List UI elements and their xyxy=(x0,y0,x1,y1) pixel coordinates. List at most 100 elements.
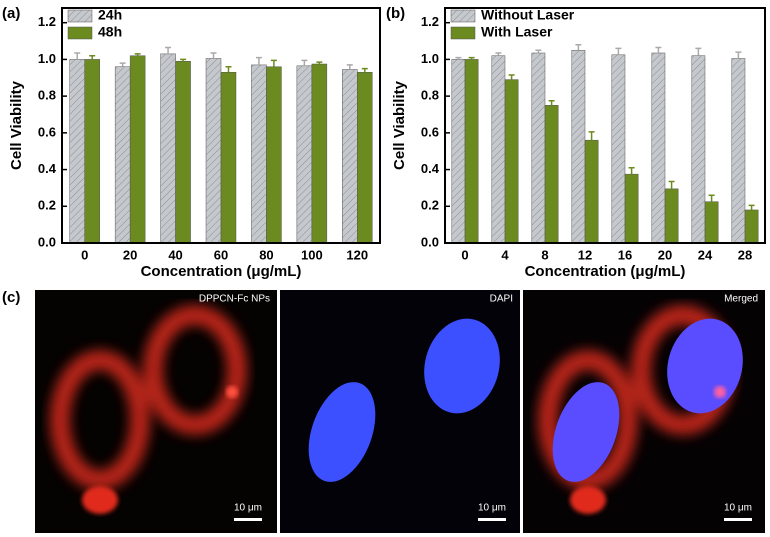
bar xyxy=(624,173,639,244)
error-bar xyxy=(708,194,715,202)
y-tick-label: 1.2 xyxy=(38,14,56,29)
y-tick-label: 0.8 xyxy=(38,88,56,103)
bar xyxy=(584,139,599,244)
scale-bar xyxy=(724,518,752,521)
bar xyxy=(704,201,719,244)
x-tick-label: 8 xyxy=(541,247,548,262)
error-bar xyxy=(210,52,217,59)
legend-swatch xyxy=(450,26,476,40)
error-bar xyxy=(588,131,595,141)
x-tick-label: 100 xyxy=(301,247,323,262)
scale-bar-label: 10 μm xyxy=(724,503,752,514)
y-tick-label: 0.6 xyxy=(421,124,439,139)
bar xyxy=(114,66,131,244)
y-axis-label: Cell Viability xyxy=(391,80,408,170)
x-axis-label: Concentration (μg/mL) xyxy=(141,263,302,280)
micro-image-red xyxy=(35,290,277,533)
error-bar xyxy=(134,53,141,56)
error-bar xyxy=(74,52,81,60)
y-tick-label: 0.8 xyxy=(421,88,439,103)
x-tick-label: 12 xyxy=(578,247,592,262)
error-bar xyxy=(316,61,323,64)
y-tick-label: 0.4 xyxy=(38,161,57,176)
y-tick-label: 1.2 xyxy=(421,14,439,29)
bar xyxy=(296,65,313,244)
x-axis-label: Concentration (μg/mL) xyxy=(525,263,686,280)
micro-image-blue xyxy=(280,290,520,533)
x-tick-label: 60 xyxy=(214,247,228,262)
y-tick-label: 0.4 xyxy=(421,161,440,176)
bar xyxy=(342,69,358,244)
bar xyxy=(84,59,100,244)
error-bar xyxy=(89,54,96,60)
bar xyxy=(251,64,267,244)
error-bar xyxy=(695,47,702,56)
error-bar xyxy=(361,67,368,73)
scale-bar xyxy=(478,518,506,521)
y-tick-label: 1.0 xyxy=(38,51,56,66)
error-bar xyxy=(575,43,582,51)
image-label: Merged xyxy=(724,294,758,305)
legend-label: 24h xyxy=(98,7,122,23)
bar xyxy=(571,49,586,244)
y-tick-label: 1.0 xyxy=(421,51,439,66)
x-tick-label: 0 xyxy=(461,247,468,262)
x-tick-label: 40 xyxy=(168,247,182,262)
y-tick-label: 0.2 xyxy=(38,198,56,213)
bar xyxy=(611,54,626,244)
image-label: DAPI xyxy=(490,294,513,305)
y-tick-label: 0.2 xyxy=(421,198,439,213)
bar xyxy=(357,72,373,244)
legend-label: 48h xyxy=(98,24,122,40)
scale-bar-label: 10 μm xyxy=(234,503,262,514)
error-bar xyxy=(535,49,542,53)
plot-frame xyxy=(444,7,766,244)
panel-label: (b) xyxy=(386,5,405,22)
bar xyxy=(504,79,519,244)
x-tick-label: 4 xyxy=(501,247,509,262)
error-bar xyxy=(668,180,675,189)
error-bar xyxy=(655,46,662,53)
bar xyxy=(544,105,559,244)
x-tick-label: 120 xyxy=(346,247,368,262)
scale-bar-label: 10 μm xyxy=(478,503,506,514)
bar xyxy=(691,55,706,244)
bar xyxy=(129,55,146,244)
error-bar xyxy=(735,51,742,59)
scale-bar xyxy=(234,518,262,521)
error-bar xyxy=(748,204,755,210)
micro-image-merged xyxy=(523,290,765,533)
x-tick-label: 20 xyxy=(123,247,137,262)
bar xyxy=(651,52,666,244)
y-axis-label: Cell Viability xyxy=(8,80,25,170)
x-tick-label: 20 xyxy=(658,247,672,262)
bar xyxy=(464,59,479,244)
legend-swatch xyxy=(67,26,93,40)
error-bar xyxy=(468,56,475,60)
bar xyxy=(731,58,746,244)
legend-swatch xyxy=(450,9,476,23)
bar xyxy=(69,59,85,244)
error-bar xyxy=(225,66,232,73)
legend-label: With Laser xyxy=(481,24,553,40)
x-tick-label: 16 xyxy=(618,247,632,262)
bar xyxy=(311,63,328,244)
bar xyxy=(175,60,191,244)
error-bar xyxy=(301,59,308,66)
error-bar xyxy=(508,74,515,80)
error-bar xyxy=(455,56,462,60)
x-tick-label: 0 xyxy=(81,247,88,262)
error-bar xyxy=(180,58,187,62)
error-bar xyxy=(615,47,622,55)
plot-frame xyxy=(61,7,381,244)
bar xyxy=(160,53,176,244)
x-tick-label: 24 xyxy=(698,247,713,262)
y-tick-label: 0.0 xyxy=(421,234,439,249)
legend-swatch xyxy=(67,9,93,23)
y-tick-label: 0.6 xyxy=(38,124,56,139)
error-bar xyxy=(346,64,353,70)
y-tick-label: 0.0 xyxy=(38,234,56,249)
bar xyxy=(451,59,466,244)
bar xyxy=(220,72,237,244)
